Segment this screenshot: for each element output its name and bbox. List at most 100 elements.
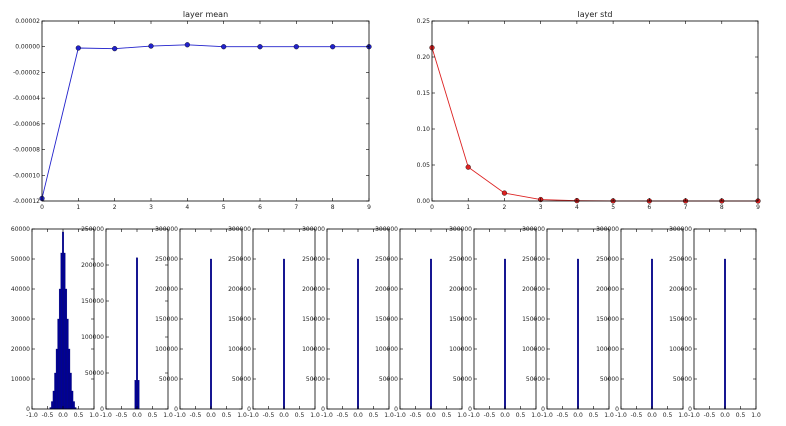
histogram-bar [430,258,432,410]
y-tick-label: -0.00006 [13,121,40,128]
histogram-bar [51,401,54,410]
x-tick-label: -1.0 [321,412,333,419]
x-tick-label: 1.0 [531,412,541,419]
histogram-bar [52,390,55,410]
x-tick-label: -0.5 [704,412,716,419]
y-tick-label: 250000 [155,256,178,263]
y-tick-label: 40000 [11,286,30,293]
axes-frame [41,20,370,202]
histogram-bar [71,390,74,410]
x-tick-label: 8 [720,204,724,211]
y-tick-label: 200000 [375,286,398,293]
histogram-bar [724,258,726,410]
x-tick-label: 5 [222,204,226,211]
y-tick-label: 0 [321,406,325,413]
chart-title: layer mean [183,10,228,19]
chart-4: -1.0 -0.5 0.0 0.5 1.0 250000 200000 150000 10000… [81,226,173,419]
y-tick-label: 100000 [522,346,545,353]
y-tick-label: 0 [615,406,619,413]
y-tick-label: 100000 [155,346,178,353]
y-tick-label: 200000 [522,286,545,293]
histogram-bar [55,348,58,410]
chart-title: layer std [578,10,613,19]
y-tick-label: 300000 [375,226,398,233]
y-tick-label: 100000 [669,346,692,353]
y-tick-label: 0.25 [417,18,431,25]
x-tick-label: 0.5 [736,412,746,419]
chart-5: -1.0 -0.5 0.0 0.5 1.0 300000 250000 200000 15000… [155,226,247,419]
x-tick-label: -0.5 [631,412,643,419]
chart-2: layer std 0 1 2 3 4 5 6 7 8 9 0.25 0.20 0.15 0.10 0.05 0… [417,10,761,211]
x-tick-label: 0.5 [74,412,84,419]
y-tick-label: 150000 [375,316,398,323]
y-tick-label: 0 [541,406,545,413]
y-tick-label: 100000 [228,346,251,353]
y-tick-label: 0.00000 [15,44,40,51]
x-tick-label: -0.5 [42,412,54,419]
y-tick-label: 20000 [11,346,30,353]
histogram-bar [577,258,579,410]
x-tick-label: -0.5 [410,412,422,419]
x-tick-label: 0.0 [58,412,68,419]
y-tick-label: 0 [468,406,472,413]
histogram-bar [68,348,71,410]
x-tick-label: -1.0 [615,412,627,419]
x-tick-label: 2 [503,204,507,211]
x-tick-label: 7 [684,204,688,211]
y-tick-label: 0 [26,406,30,413]
y-tick-label: 250000 [375,256,398,263]
y-tick-label: 50000 [526,376,545,383]
x-tick-label: 3 [539,204,543,211]
y-tick-label: 0.00 [417,198,431,205]
x-tick-label: 0.5 [369,412,379,419]
y-tick-label: 0.20 [417,54,431,61]
y-tick-label: 50000 [379,376,398,383]
chart-12: -1.0 -0.5 0.0 0.5 1.0 300000 250000 200000 15000… [669,226,761,419]
histogram-bar [63,252,66,410]
x-tick-label: 0.5 [589,412,599,419]
y-tick-label: 50000 [306,376,325,383]
x-tick-label: 0.0 [279,412,289,419]
x-tick-label: 0.5 [516,412,526,419]
y-tick-label: 50000 [232,376,251,383]
x-tick-label: -0.5 [190,412,202,419]
y-tick-label: 0 [247,406,251,413]
y-tick-label: 150000 [155,316,178,323]
x-tick-label: 0.0 [353,412,363,419]
histogram-bar [504,258,506,410]
x-tick-label: -1.0 [26,412,38,419]
y-tick-label: 300000 [449,226,472,233]
x-tick-label: -0.5 [557,412,569,419]
y-tick-label: 300000 [669,226,692,233]
y-tick-label: 200000 [228,286,251,293]
histogram-bar [651,258,653,410]
y-tick-label: 60000 [11,226,30,233]
x-tick-label: 3 [149,204,153,211]
y-tick-label: -0.00004 [13,95,40,102]
chart-7: -1.0 -0.5 0.0 0.5 1.0 300000 250000 200000 15000… [302,226,394,419]
x-tick-label: 0.5 [222,412,232,419]
x-tick-label: 9 [756,204,760,211]
x-tick-label: 0.0 [206,412,216,419]
x-tick-label: 0.5 [663,412,673,419]
y-tick-label: 150000 [596,316,619,323]
data-point [148,43,154,49]
x-tick-label: 1.0 [678,412,688,419]
y-tick-label: 200000 [596,286,619,293]
y-tick-label: 200000 [81,262,104,269]
data-point [75,45,81,51]
chart-10: -1.0 -0.5 0.0 0.5 1.0 300000 250000 200000 15000… [522,226,614,419]
y-tick-label: 150000 [522,316,545,323]
y-tick-label: 150000 [449,316,472,323]
x-tick-label: -1.0 [541,412,553,419]
data-point [257,44,263,50]
x-tick-label: -1.0 [468,412,480,419]
histogram-bar [72,401,75,410]
x-tick-label: 1 [76,204,80,211]
x-tick-label: 2 [113,204,117,211]
histogram-bar [136,257,138,410]
chart-6: -1.0 -0.5 0.0 0.5 1.0 300000 250000 200000 15000… [228,226,320,419]
chart-1: layer mean 0 1 2 3 4 5 6 7 8 9 0.00002 0.00000 -0.000… [13,10,372,211]
x-tick-label: -1.0 [688,412,700,419]
